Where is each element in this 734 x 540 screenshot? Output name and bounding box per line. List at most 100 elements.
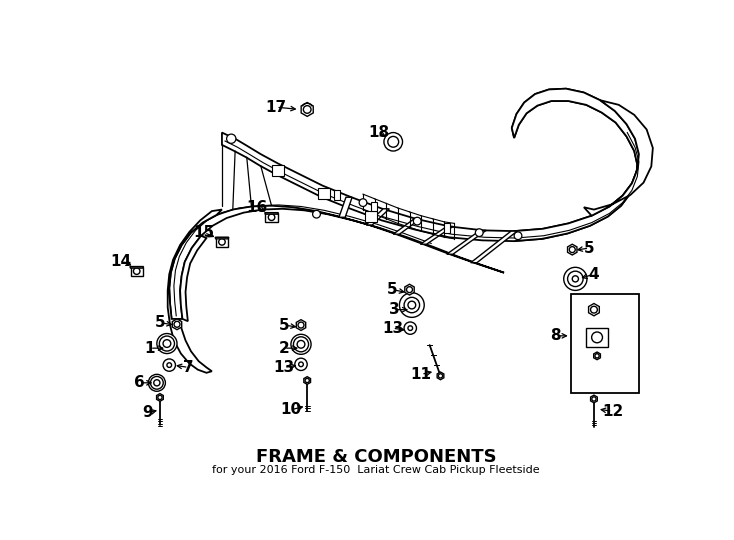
Text: 4: 4 bbox=[589, 267, 599, 282]
Text: 5: 5 bbox=[279, 318, 289, 333]
Circle shape bbox=[134, 268, 140, 274]
Polygon shape bbox=[393, 219, 421, 234]
Polygon shape bbox=[216, 237, 228, 247]
Polygon shape bbox=[131, 267, 143, 276]
Polygon shape bbox=[444, 222, 450, 233]
Polygon shape bbox=[470, 231, 517, 262]
Circle shape bbox=[150, 376, 163, 389]
Circle shape bbox=[408, 301, 415, 309]
Circle shape bbox=[167, 363, 172, 367]
Circle shape bbox=[295, 358, 308, 370]
Circle shape bbox=[148, 374, 165, 392]
Polygon shape bbox=[272, 165, 284, 176]
Circle shape bbox=[227, 134, 236, 143]
Circle shape bbox=[305, 379, 309, 383]
Circle shape bbox=[404, 322, 416, 334]
Circle shape bbox=[291, 334, 311, 354]
Polygon shape bbox=[266, 213, 277, 222]
Text: 16: 16 bbox=[246, 200, 267, 215]
Text: 2: 2 bbox=[279, 341, 289, 356]
Circle shape bbox=[592, 397, 596, 401]
Circle shape bbox=[514, 232, 522, 240]
Circle shape bbox=[299, 362, 303, 367]
Text: 5: 5 bbox=[387, 282, 398, 297]
Circle shape bbox=[573, 276, 578, 282]
Circle shape bbox=[303, 106, 311, 113]
Text: 14: 14 bbox=[111, 254, 132, 268]
Text: 10: 10 bbox=[280, 402, 302, 417]
Polygon shape bbox=[586, 328, 608, 347]
Text: FRAME & COMPONENTS: FRAME & COMPONENTS bbox=[256, 449, 496, 467]
Text: 13: 13 bbox=[382, 321, 403, 336]
Text: 3: 3 bbox=[389, 302, 399, 317]
Circle shape bbox=[297, 340, 305, 348]
Circle shape bbox=[384, 132, 402, 151]
Text: 5: 5 bbox=[155, 315, 165, 330]
Circle shape bbox=[298, 322, 304, 328]
Circle shape bbox=[163, 359, 175, 372]
Circle shape bbox=[174, 321, 180, 327]
Circle shape bbox=[153, 380, 160, 386]
Circle shape bbox=[359, 199, 367, 206]
Polygon shape bbox=[437, 372, 444, 380]
Polygon shape bbox=[180, 236, 206, 321]
Polygon shape bbox=[512, 89, 639, 241]
Polygon shape bbox=[584, 100, 653, 215]
Circle shape bbox=[595, 354, 599, 358]
Circle shape bbox=[269, 214, 275, 220]
Text: 11: 11 bbox=[410, 367, 432, 382]
Circle shape bbox=[163, 340, 171, 347]
Polygon shape bbox=[172, 319, 182, 330]
Circle shape bbox=[399, 293, 424, 318]
Polygon shape bbox=[304, 377, 310, 384]
Circle shape bbox=[567, 271, 583, 287]
Polygon shape bbox=[301, 103, 313, 117]
Circle shape bbox=[592, 332, 603, 343]
Text: 15: 15 bbox=[194, 225, 214, 240]
Circle shape bbox=[407, 287, 413, 293]
Polygon shape bbox=[591, 395, 597, 403]
Text: 13: 13 bbox=[273, 360, 294, 375]
Polygon shape bbox=[156, 394, 163, 401]
Polygon shape bbox=[366, 209, 389, 225]
Circle shape bbox=[159, 336, 175, 351]
Polygon shape bbox=[447, 231, 486, 254]
Text: 8: 8 bbox=[550, 328, 561, 343]
Polygon shape bbox=[170, 206, 504, 319]
Bar bbox=[571, 294, 639, 393]
Text: for your 2016 Ford F-150  Lariat Crew Cab Pickup Fleetside: for your 2016 Ford F-150 Lariat Crew Cab… bbox=[212, 465, 540, 475]
Circle shape bbox=[294, 337, 308, 352]
Polygon shape bbox=[215, 237, 229, 239]
Circle shape bbox=[157, 334, 177, 354]
Text: 7: 7 bbox=[184, 360, 194, 375]
Polygon shape bbox=[130, 267, 144, 268]
Circle shape bbox=[388, 137, 399, 147]
Circle shape bbox=[313, 210, 320, 218]
Text: 5: 5 bbox=[584, 240, 595, 255]
Polygon shape bbox=[297, 320, 305, 330]
Polygon shape bbox=[371, 202, 377, 211]
Circle shape bbox=[158, 395, 162, 400]
Circle shape bbox=[476, 229, 483, 237]
Polygon shape bbox=[405, 284, 414, 295]
Polygon shape bbox=[167, 210, 222, 373]
Polygon shape bbox=[421, 226, 453, 244]
Circle shape bbox=[408, 326, 413, 330]
Text: 6: 6 bbox=[134, 375, 145, 390]
Polygon shape bbox=[339, 197, 352, 217]
Circle shape bbox=[219, 239, 225, 245]
Polygon shape bbox=[318, 188, 330, 199]
Circle shape bbox=[564, 267, 587, 291]
Text: 12: 12 bbox=[602, 404, 623, 419]
Circle shape bbox=[591, 306, 597, 313]
Text: 17: 17 bbox=[266, 100, 287, 114]
Text: 18: 18 bbox=[368, 125, 389, 140]
Circle shape bbox=[404, 298, 420, 313]
Circle shape bbox=[570, 247, 575, 253]
Text: 9: 9 bbox=[142, 406, 153, 420]
Polygon shape bbox=[594, 352, 600, 360]
Polygon shape bbox=[589, 303, 600, 316]
Polygon shape bbox=[222, 89, 639, 241]
Circle shape bbox=[413, 217, 421, 225]
Text: 1: 1 bbox=[145, 341, 155, 356]
